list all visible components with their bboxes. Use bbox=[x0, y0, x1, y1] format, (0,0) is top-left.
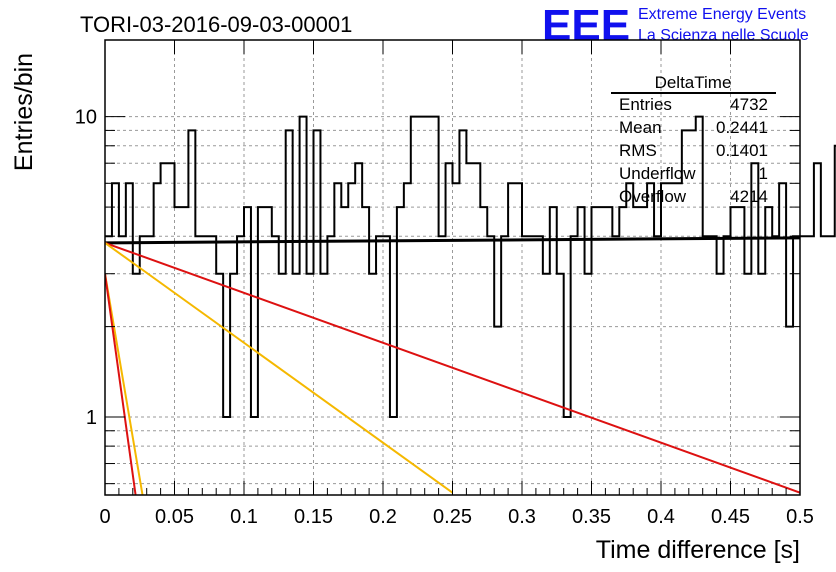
stats-value: 1 bbox=[759, 164, 768, 183]
stats-label: RMS bbox=[619, 141, 657, 160]
stats-value: 0.1401 bbox=[716, 141, 768, 160]
eee-logo: EEE Extreme Energy Events La Scienza nel… bbox=[542, 1, 809, 50]
x-axis-title: Time difference [s] bbox=[596, 536, 800, 564]
x-tick-label: 0.3 bbox=[508, 506, 536, 528]
fit-line-1 bbox=[105, 236, 800, 245]
stats-label: Overflow bbox=[619, 187, 687, 206]
x-tick-label: 0.15 bbox=[294, 506, 333, 528]
y-tick-label: 1 bbox=[86, 407, 97, 429]
x-tick-label: 0.35 bbox=[572, 506, 611, 528]
fit-line-5 bbox=[105, 273, 137, 495]
stats-value: 4214 bbox=[730, 187, 768, 206]
stats-label: Underflow bbox=[619, 164, 696, 183]
fit-line-2 bbox=[105, 241, 800, 494]
histogram-series bbox=[105, 115, 836, 419]
x-axis: 0 0.05 0.1 0.15 0.2 0.25 0.3 0.35 0.4 0.45 0.5 bbox=[99, 40, 814, 528]
fit-line-4 bbox=[105, 273, 144, 495]
x-tick-label: 0.45 bbox=[711, 506, 750, 528]
logo-line-2: La Scienza nelle Scuole bbox=[638, 27, 809, 44]
stats-label: Mean bbox=[619, 118, 662, 137]
x-tick-label: 0.2 bbox=[369, 506, 397, 528]
stats-box: DeltaTime Entries 4732 Mean 0.2441 RMS 0.1401… bbox=[611, 73, 776, 206]
stats-value: 0.2441 bbox=[716, 118, 768, 137]
y-axis-title: Entries/bin bbox=[10, 53, 38, 171]
logo-line-1: Extreme Energy Events bbox=[638, 6, 806, 23]
x-tick-label: 0.4 bbox=[647, 506, 675, 528]
eee-logo-text: EEE bbox=[542, 1, 630, 50]
x-tick-label: 0.1 bbox=[230, 506, 258, 528]
x-tick-label: 0 bbox=[99, 506, 110, 528]
y-tick-label: 10 bbox=[75, 107, 97, 129]
fit-line-3 bbox=[105, 242, 454, 494]
stats-title: DeltaTime bbox=[655, 73, 732, 92]
grid bbox=[105, 40, 800, 495]
x-tick-label: 0.05 bbox=[155, 506, 194, 528]
fit-lines bbox=[105, 236, 800, 495]
histogram-step-line bbox=[105, 115, 836, 419]
stats-rows: Entries 4732 Mean 0.2441 RMS 0.1401 Underflow 1… bbox=[619, 95, 768, 206]
run-title: TORI-03-2016-09-03-00001 bbox=[80, 12, 352, 37]
x-tick-label: 0.25 bbox=[433, 506, 472, 528]
stats-value: 4732 bbox=[730, 95, 768, 114]
y-axis: 1 10 bbox=[75, 107, 800, 485]
x-tick-label: 0.5 bbox=[786, 506, 814, 528]
stats-label: Entries bbox=[619, 95, 672, 114]
